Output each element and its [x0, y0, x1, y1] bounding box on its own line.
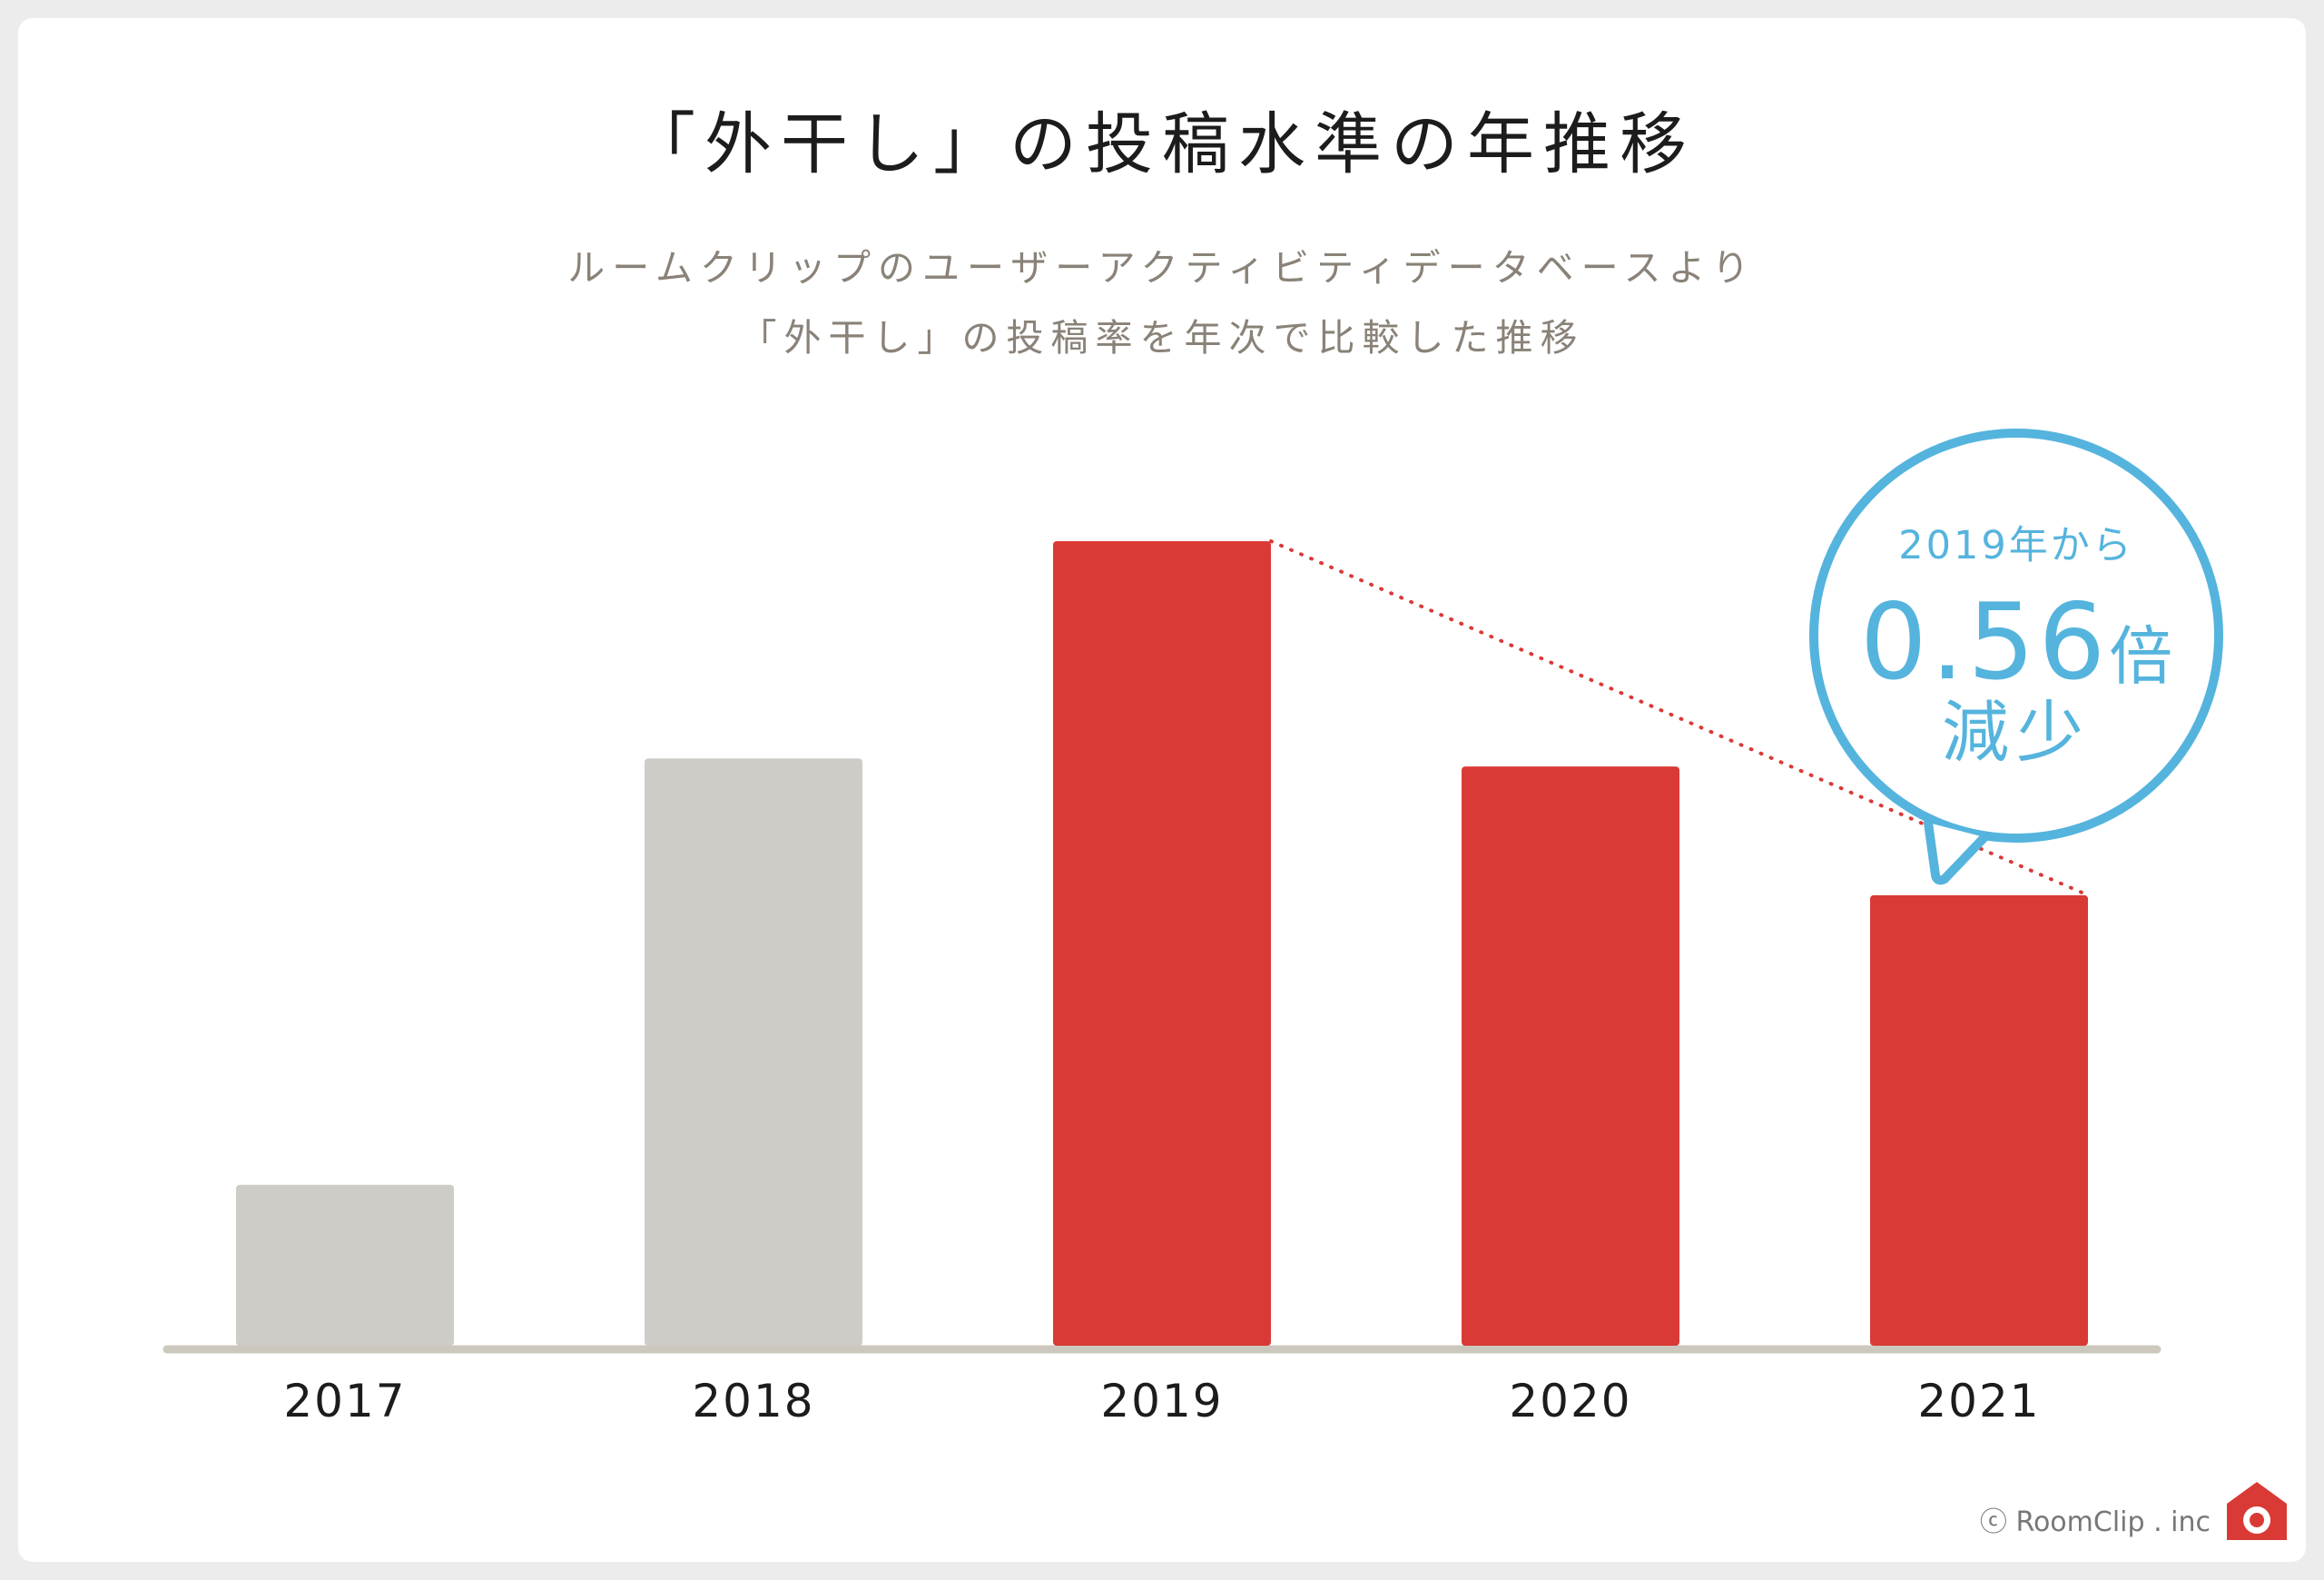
bar-2018: [645, 758, 862, 1346]
callout-ratio-value: 0.56: [1859, 581, 2110, 704]
x-tick-label-2020: 2020: [1509, 1375, 1631, 1427]
bar-2019: [1053, 541, 1271, 1346]
chart-title: 「外干し」の投稿水準の年推移: [628, 105, 1696, 183]
chart-subtitle-line-1: ルームクリップのユーザーアクティビティデータベースより: [567, 246, 1757, 290]
bar-2017: [236, 1184, 454, 1346]
bar-2020: [1462, 766, 1679, 1346]
x-tick-label-2017: 2017: [283, 1375, 406, 1427]
callout-line-decrease: 減少: [1942, 694, 2091, 772]
bar-2021: [1870, 894, 2088, 1346]
callout-line-since-2019: 2019年から: [1898, 523, 2134, 568]
callout-ratio: 0.56倍: [1818, 590, 2214, 696]
copyright-text: ⓒ RoomClip . inc: [1979, 1506, 2211, 1538]
callout-ratio-unit: 倍: [2109, 619, 2173, 694]
x-tick-label-2019: 2019: [1100, 1375, 1223, 1427]
callout-tail: [1924, 819, 1989, 885]
callout-bubble: 2019年から 0.56倍 減少: [1809, 429, 2223, 843]
x-tick-label-2018: 2018: [692, 1375, 814, 1427]
roomclip-house-icon: [2227, 1482, 2287, 1540]
x-tick-label-2021: 2021: [1917, 1375, 2040, 1427]
chart-subtitle-line-2: 「外干し」の投稿率を年次で比較した推移: [739, 316, 1585, 360]
